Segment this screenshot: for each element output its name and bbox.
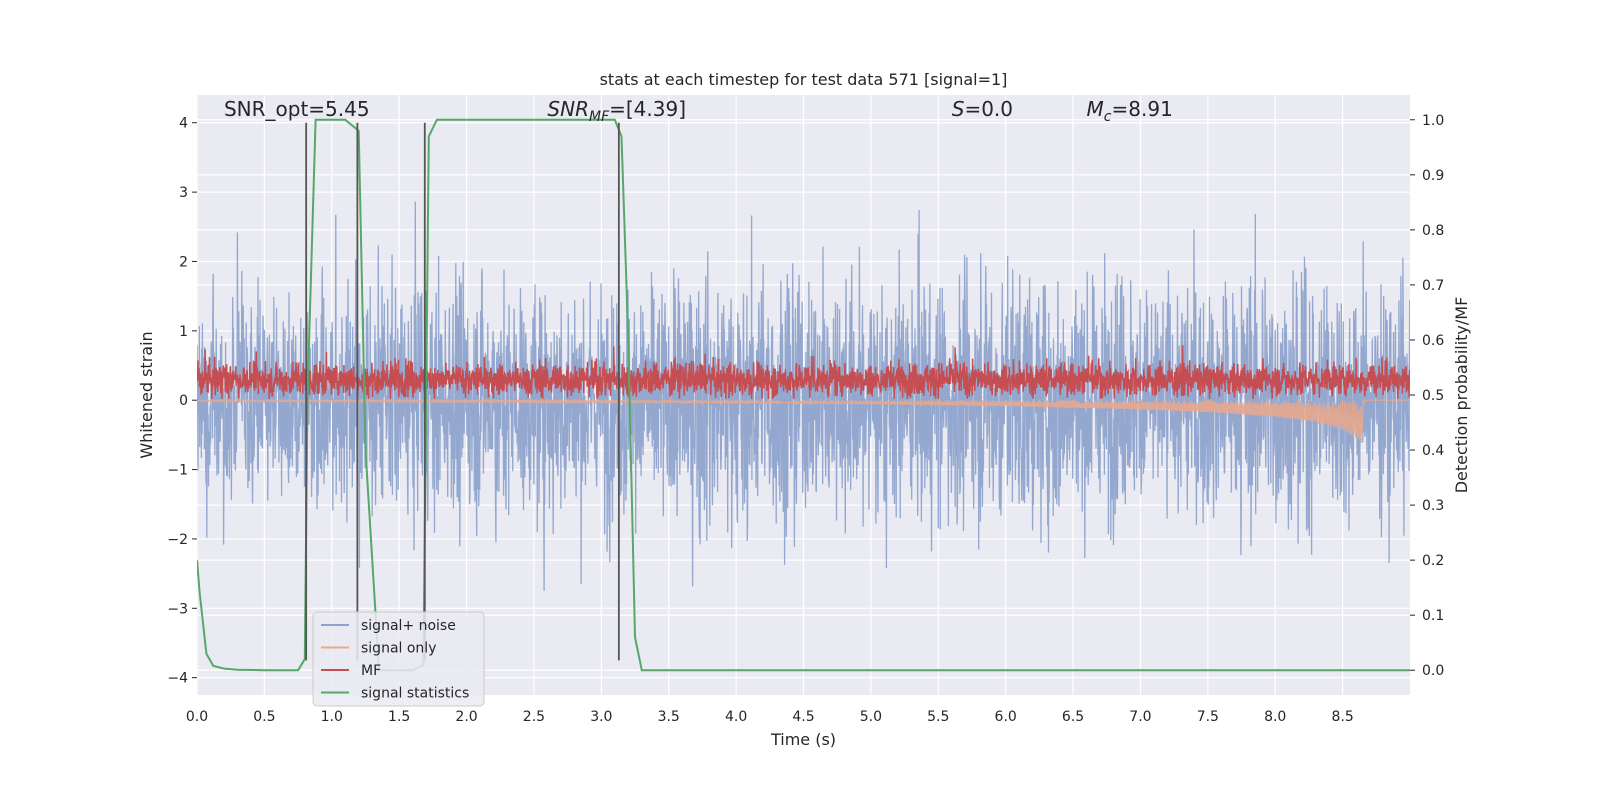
series-signal-only — [197, 397, 1410, 442]
y2-tick-label: 0.2 — [1422, 553, 1444, 569]
x-tick-label: 7.5 — [1197, 709, 1219, 725]
y-tick-label: 3 — [179, 185, 188, 201]
x-tick-label: 5.5 — [927, 709, 949, 725]
x-tick-label: 3.0 — [590, 709, 612, 725]
annotations: SNR_opt=5.45 SNRMF=[4.39] S=0.0 Mc=8.91 — [224, 97, 1173, 125]
annotation-snr-opt: SNR_opt=5.45 — [224, 97, 370, 121]
legend-label: signal+ noise — [361, 618, 456, 634]
data-layer — [197, 118, 1410, 672]
x-tick-label: 4.5 — [792, 709, 814, 725]
series-signal-statistics — [197, 118, 1410, 672]
vertical-markers — [305, 122, 620, 661]
legend-label: signal only — [361, 641, 436, 657]
annotation-mc-value: Mc=8.91 — [1087, 97, 1173, 125]
y-tick-label: −1 — [167, 463, 188, 479]
x-tick-label: 0.0 — [186, 709, 208, 725]
y-tick-label: 4 — [179, 116, 188, 132]
y2-tick-label: 0.0 — [1422, 663, 1444, 679]
series-mf — [197, 345, 1410, 399]
legend-box — [312, 611, 485, 707]
y2-tick-label: 0.5 — [1422, 388, 1444, 404]
y-tick-label: −4 — [167, 671, 188, 687]
y-axis-label: Whitened strain — [137, 331, 156, 458]
y2-tick-label: 1.0 — [1422, 113, 1444, 129]
x-tick-label: 8.5 — [1331, 709, 1353, 725]
x-tick-label: 1.0 — [321, 709, 343, 725]
x-tick-label: 3.5 — [658, 709, 680, 725]
legend-label: MF — [361, 663, 381, 679]
y2-tick-label: 0.3 — [1422, 498, 1444, 514]
x-tick-label: 2.0 — [455, 709, 477, 725]
y-tick-label: 2 — [179, 254, 188, 270]
y-tick-label: −2 — [167, 532, 188, 548]
x-tick-label: 0.5 — [253, 709, 275, 725]
y-tick-label: 1 — [179, 324, 188, 340]
legend: signal+ noise signal only MF signal statist… — [312, 611, 485, 707]
y2-tick-label: 0.6 — [1422, 333, 1444, 349]
chart-title: stats at each timestep for test data 571… — [600, 70, 1008, 89]
x-axis-label: Time (s) — [770, 730, 836, 749]
y2-tick-label: 0.4 — [1422, 443, 1444, 459]
y2-axis-label: Detection probability/MF — [1452, 297, 1471, 494]
annotation-snr-mf: SNRMF=[4.39] — [547, 97, 686, 125]
y2-tick-label: 0.8 — [1422, 223, 1444, 239]
y2-tick-label: 0.9 — [1422, 168, 1444, 184]
x-tick-label: 4.0 — [725, 709, 747, 725]
x-tick-label: 6.0 — [995, 709, 1017, 725]
x-tick-label: 7.0 — [1129, 709, 1151, 725]
y2-tick-label: 0.7 — [1422, 278, 1444, 294]
x-tick-label: 8.0 — [1264, 709, 1286, 725]
y-tick-label: −3 — [167, 601, 188, 617]
y2-tick-label: 0.1 — [1422, 608, 1444, 624]
x-tick-label: 6.5 — [1062, 709, 1084, 725]
annotation-s-value: S=0.0 — [952, 97, 1013, 121]
y-tick-label: 0 — [179, 393, 188, 409]
legend-label: signal statistics — [361, 686, 469, 702]
x-tick-label: 2.5 — [523, 709, 545, 725]
x-tick-label: 5.0 — [860, 709, 882, 725]
x-tick-label: 1.5 — [388, 709, 410, 725]
axes: 0.0 0.5 1.0 1.5 2.0 2.5 3.0 3.5 4.0 4.5 5.0 5.5 6.0 6… — [167, 113, 1444, 725]
